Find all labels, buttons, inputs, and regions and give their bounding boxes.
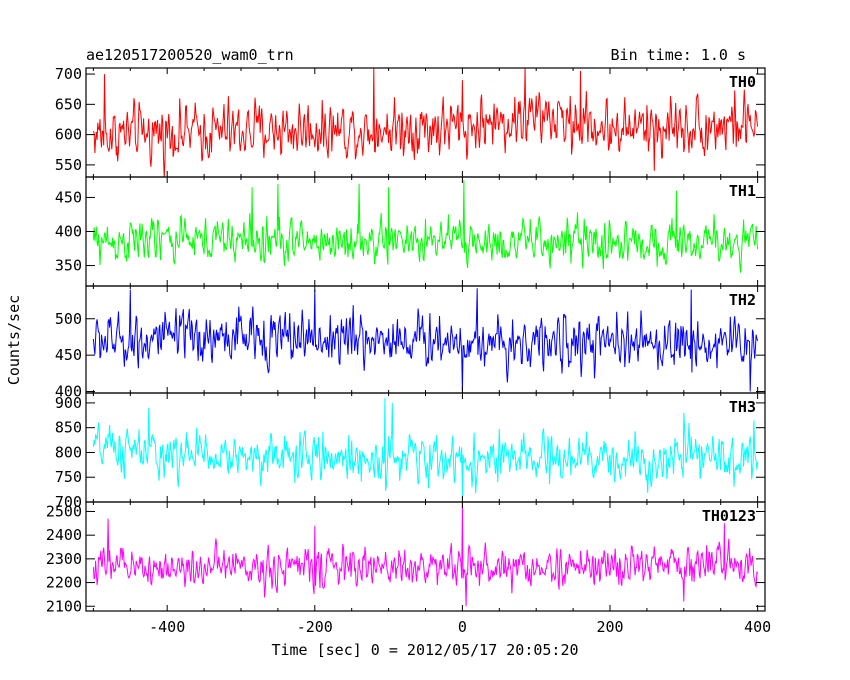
y-tick-label: 600 [55, 126, 82, 144]
series-th2-line [92, 288, 759, 392]
y-tick-label: 700 [55, 65, 82, 83]
series-th0123-line [92, 502, 759, 607]
y-tick-label: 450 [55, 188, 82, 206]
x-tick-label: 200 [596, 618, 623, 636]
y-tick-label: 2500 [46, 502, 82, 520]
panel-th1: 350 400 450 TH1 [55, 176, 766, 287]
panel-th3: 700 750 800 850 900 TH3 [55, 392, 766, 511]
y-tick-label: 2400 [46, 526, 82, 544]
y-axis-label: Counts/sec [5, 295, 23, 385]
panel-th0: 550 600 650 700 TH0 [55, 65, 766, 178]
y-tick-label: 350 [55, 257, 82, 275]
series-th1-line [92, 180, 759, 273]
x-tick-label: 0 [458, 618, 467, 636]
x-tick-label: 400 [744, 618, 771, 636]
y-tick-label: 400 [55, 383, 82, 401]
y-tick-label: 450 [55, 346, 82, 364]
y-tick-label: 400 [55, 223, 82, 241]
y-tick-label: 750 [55, 468, 82, 486]
bin-time-label: Bin time: 1.0 s [611, 46, 746, 64]
y-tick-label: 850 [55, 419, 82, 437]
y-tick-label: 700 [55, 493, 82, 511]
y-tick-label: 650 [55, 95, 82, 113]
x-tick-label: -400 [149, 618, 185, 636]
y-tick-label: 900 [55, 394, 82, 412]
chart-title: ae120517200520_wam0_trn [86, 46, 294, 64]
panel-frame [85, 501, 766, 612]
y-tick-label: 2200 [46, 574, 82, 592]
y-tick-label: 550 [55, 156, 82, 174]
y-tick-label: 2300 [46, 550, 82, 568]
y-tick-label: 500 [55, 310, 82, 328]
series-label: TH1 [729, 182, 756, 200]
series-label: TH0 [729, 73, 756, 91]
panel-th0123: 2100 2200 2300 2400 2500 TH0123 [46, 501, 766, 615]
series-label: TH2 [729, 291, 756, 309]
series-label: TH0123 [702, 507, 756, 525]
panels-group: 550 600 650 700 TH0 350 400 450 TH1 400 450 500 TH2 7… [46, 65, 771, 636]
series-label: TH3 [729, 398, 756, 416]
x-tick-label: -200 [297, 618, 333, 636]
y-tick-label: 2100 [46, 597, 82, 615]
series-th3-line [92, 397, 759, 500]
x-axis-label: Time [sec] 0 = 2012/05/17 20:05:20 [271, 641, 578, 659]
y-tick-label: 800 [55, 443, 82, 461]
panel-th2: 400 450 500 TH2 [55, 285, 766, 401]
series-th0-line [92, 68, 759, 177]
